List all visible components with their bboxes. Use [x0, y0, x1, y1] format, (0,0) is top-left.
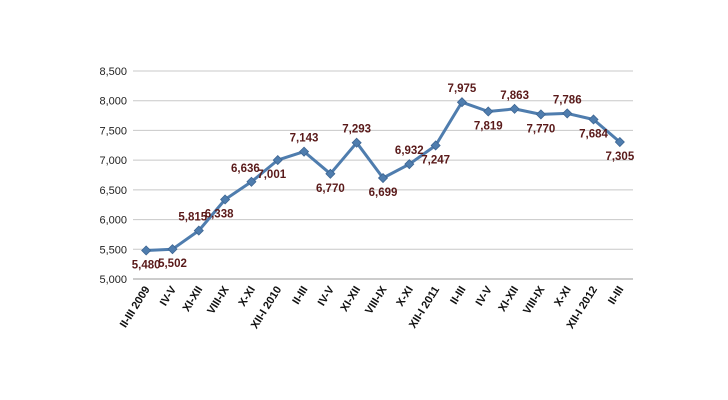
x-tick-label: II-III 2009 [118, 284, 153, 330]
x-tick-label: X-XI [552, 284, 574, 309]
data-label: 7,975 [448, 83, 477, 95]
x-tick-label: XI-XII [496, 284, 521, 314]
x-tick-label: XI-XII [338, 284, 363, 314]
y-tick-label: 5,500 [99, 244, 127, 256]
y-tick-label: 6,000 [99, 215, 127, 227]
data-label: 5,502 [158, 258, 187, 270]
x-tick-label: VIII-IX [521, 284, 548, 317]
data-label: 7,684 [579, 128, 608, 140]
data-point-marker [483, 106, 494, 117]
x-tick-label: IV-V [158, 284, 180, 309]
data-point-marker [141, 245, 152, 256]
data-label: 7,863 [500, 90, 529, 102]
y-tick-label: 6,500 [99, 185, 127, 197]
y-tick-label: 7,000 [99, 155, 127, 167]
x-tick-label: X-XI [394, 284, 416, 309]
data-label: 7,143 [290, 133, 319, 145]
data-point-marker [298, 146, 310, 157]
y-tick-label: 8,500 [99, 66, 127, 78]
data-label: 7,770 [527, 123, 556, 135]
data-label: 6,338 [205, 208, 234, 220]
data-point-marker [430, 140, 441, 151]
x-tick-label: XI-XII [181, 284, 206, 314]
data-label: 6,699 [369, 187, 398, 199]
data-label: 7,819 [474, 120, 503, 132]
data-point-marker [246, 176, 257, 187]
x-tick-label: IV-V [474, 284, 496, 309]
data-label: 7,001 [257, 169, 286, 181]
x-tick-label: II-III [606, 284, 626, 306]
y-tick-label: 7,500 [99, 125, 127, 137]
data-point-marker [193, 225, 204, 236]
y-tick-label: 8,000 [99, 96, 127, 108]
x-tick-label: X-XI [236, 284, 258, 309]
x-tick-label: II-III [448, 284, 468, 306]
data-label: 7,247 [421, 154, 450, 166]
data-point-marker [351, 137, 362, 148]
data-point-marker [404, 159, 415, 170]
data-label: 6,636 [231, 163, 260, 175]
data-label: 6,932 [395, 145, 424, 157]
data-point-marker [614, 136, 625, 148]
data-label: 7,786 [553, 94, 582, 106]
data-label: 5,815 [178, 212, 207, 224]
data-point-marker [509, 103, 520, 114]
series-line-group [141, 97, 625, 256]
x-tick-label: VIII-IX [205, 284, 232, 317]
y-tick-label: 5,000 [99, 274, 127, 286]
data-point-marker [272, 155, 283, 166]
y-axis-tick-labels: 5,000 5,500 6,000 6,500 7,000 7,500 8,000 8,500 [99, 66, 127, 286]
data-point-marker [377, 172, 389, 184]
x-tick-label: VIII-IX [363, 284, 390, 317]
data-label: 7,293 [342, 124, 371, 136]
data-label: 7,305 [605, 151, 634, 163]
data-point-marker [167, 244, 178, 255]
x-tick-label: II-III [290, 284, 310, 306]
data-point-marker [325, 168, 336, 179]
data-point-marker [220, 194, 231, 205]
x-tick-label: IV-V [316, 284, 338, 309]
data-point-marker [588, 114, 599, 125]
data-point-marker [562, 108, 573, 119]
data-label: 6,770 [316, 183, 345, 195]
gridlines [133, 70, 633, 280]
data-point-marker [535, 109, 546, 120]
data-point-marker [456, 97, 468, 108]
data-label: 5,480 [132, 259, 161, 271]
